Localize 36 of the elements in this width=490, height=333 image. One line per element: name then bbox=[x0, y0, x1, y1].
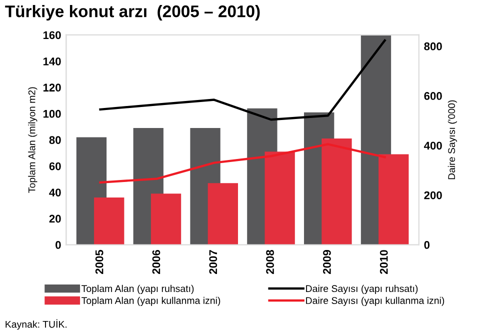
line-series bbox=[99, 39, 386, 121]
line-series bbox=[99, 143, 386, 184]
x-tick-label: 2005 bbox=[95, 250, 104, 274]
y2-tick-label: 200 bbox=[424, 191, 442, 200]
x-tick-label: 2010 bbox=[380, 250, 388, 274]
y-tick-label: 20 bbox=[49, 214, 61, 223]
text: Kaynak: TUİK. bbox=[6, 319, 67, 330]
bar bbox=[322, 138, 352, 245]
x-tick-label: 2007 bbox=[209, 250, 218, 274]
y-tick-label: 120 bbox=[43, 84, 61, 92]
y-tick-label: 60 bbox=[49, 162, 61, 170]
legend-label: Toplam Alan (yapı ruhsatı) bbox=[82, 284, 194, 294]
legend-label: Daire Sayısı (yapı kullanma izni) bbox=[306, 296, 444, 306]
y-tick-label: 0 bbox=[56, 241, 61, 249]
legend-label: Toplam Alan (yapı kullanma izni) bbox=[82, 296, 220, 306]
bar bbox=[150, 194, 182, 245]
y-axis-title: Toplam Alan (milyon m2) bbox=[28, 87, 38, 193]
y2-tick-label: 800 bbox=[424, 42, 442, 50]
bar bbox=[264, 152, 295, 245]
x-tick-label: 2009 bbox=[323, 250, 331, 274]
y-tick-label: 140 bbox=[43, 57, 61, 66]
y2-tick-label: 0 bbox=[424, 241, 430, 249]
bar bbox=[208, 183, 238, 245]
y-tick-label: 40 bbox=[49, 188, 61, 196]
y2-tick-label: 400 bbox=[424, 142, 442, 150]
x-tick-label: 2006 bbox=[152, 250, 160, 274]
y-tick-label: 100 bbox=[43, 110, 61, 118]
chart-title: Türkiye konut arzı (2005 – 2010) bbox=[5, 4, 260, 21]
legend-label: Daire Sayısı (yapı ruhsatı) bbox=[306, 284, 418, 294]
bar bbox=[94, 198, 124, 245]
y-tick-label: 80 bbox=[49, 136, 61, 144]
y-tick-label: 160 bbox=[43, 31, 61, 40]
bar bbox=[378, 154, 409, 245]
y2-axis-title: Daire Sayısı ('000) bbox=[448, 100, 457, 180]
x-tick-label: 2008 bbox=[266, 250, 274, 274]
y2-tick-label: 600 bbox=[424, 92, 442, 100]
